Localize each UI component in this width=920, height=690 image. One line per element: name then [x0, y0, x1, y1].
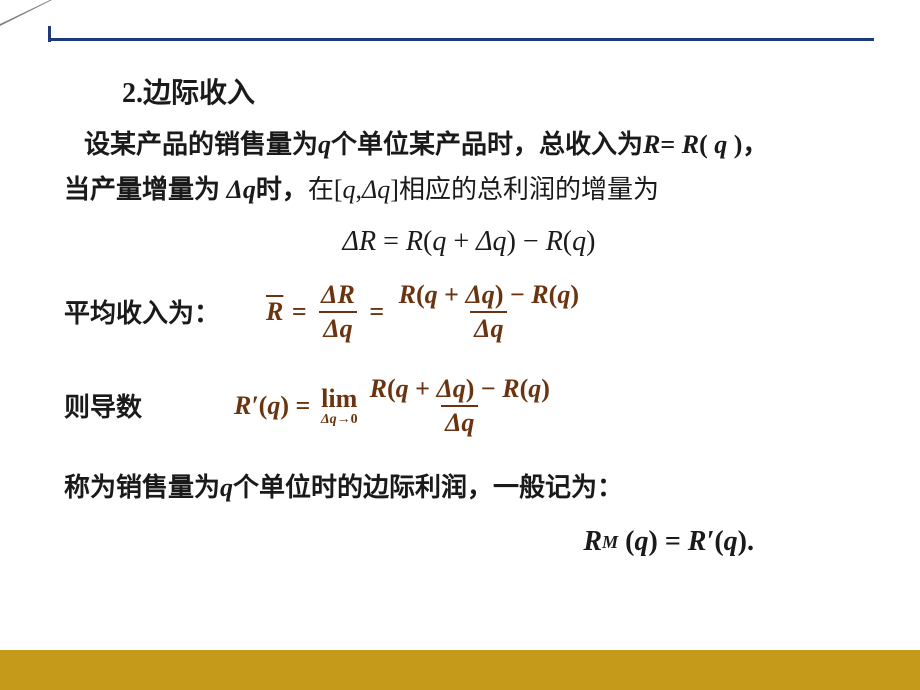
equation-delta-r: ΔR = R(q + Δq) − R(q)	[64, 226, 874, 258]
slide-content: 2.边际收入 设某产品的销售量为q个单位某产品时，总收入为R= R( q )， …	[64, 72, 874, 558]
paragraph-line-2: 当产量增量为 Δq时，在[q,Δq]相应的总利润的增量为	[64, 170, 874, 210]
row-derivative: 则导数 R′(q) = lim Δq→0 R(q + Δq) − R(q) Δq	[64, 374, 874, 438]
section-heading: 2.边际收入	[122, 72, 874, 115]
equation-average-revenue: R = ΔR Δq = R(q + Δq) − R(q) Δq	[264, 280, 587, 344]
label-derivative: 则导数	[64, 387, 234, 424]
paragraph-conclusion: 称为销售量为q个单位时的边际利润，一般记为：	[64, 468, 874, 508]
slide-bottom-bar	[0, 650, 920, 690]
slide-corner-fold	[0, 0, 52, 26]
equation-derivative: R′(q) = lim Δq→0 R(q + Δq) − R(q) Δq	[234, 374, 558, 438]
equation-marginal-notation: RM (q) = R′(q).	[64, 526, 874, 558]
label-average-revenue: 平均收入为：	[64, 293, 264, 330]
paragraph-line-1: 设某产品的销售量为q个单位某产品时，总收入为R= R( q )，	[84, 125, 874, 165]
slide-border-top	[48, 38, 874, 41]
row-average-revenue: 平均收入为： R = ΔR Δq = R(q + Δq) − R(q) Δq	[64, 280, 874, 344]
